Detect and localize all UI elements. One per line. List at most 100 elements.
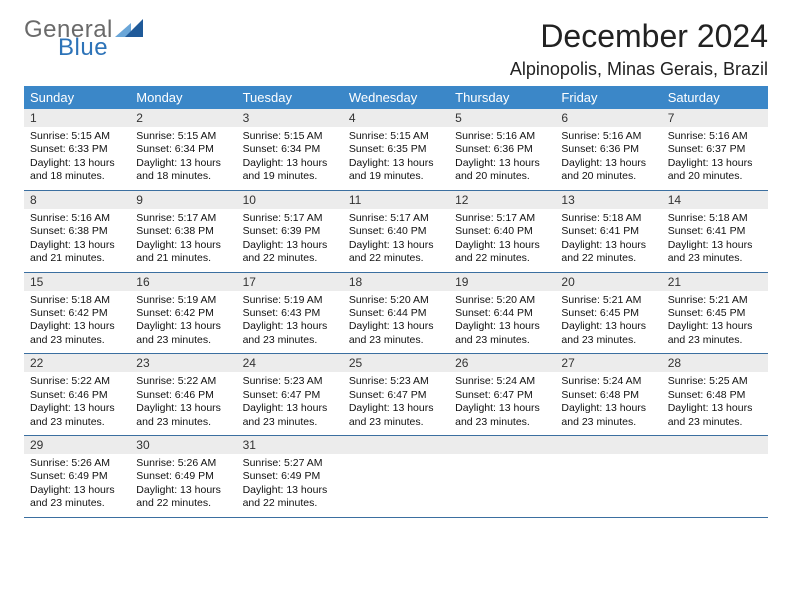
calendar-cell: 2Sunrise: 5:15 AMSunset: 6:34 PMDaylight… [130,109,236,190]
day-body: Sunrise: 5:17 AMSunset: 6:40 PMDaylight:… [343,209,449,272]
calendar-cell: 16Sunrise: 5:19 AMSunset: 6:42 PMDayligh… [130,273,236,354]
day-number: 25 [343,354,449,372]
day-body: Sunrise: 5:17 AMSunset: 6:39 PMDaylight:… [237,209,343,272]
day-body: Sunrise: 5:21 AMSunset: 6:45 PMDaylight:… [555,291,661,354]
sunrise-line: Sunrise: 5:16 AM [30,212,124,225]
day-number: 20 [555,273,661,291]
day-number: 29 [24,436,130,454]
calendar-grid: Sunday Monday Tuesday Wednesday Thursday… [24,86,768,518]
sunrise-line: Sunrise: 5:24 AM [561,375,655,388]
day-body: Sunrise: 5:16 AMSunset: 6:38 PMDaylight:… [24,209,130,272]
day-body [343,454,449,512]
sunset-line: Sunset: 6:33 PM [30,143,124,156]
daylight-line: Daylight: 13 hours and 22 minutes. [455,239,549,266]
sunset-line: Sunset: 6:36 PM [455,143,549,156]
day-number [343,436,449,454]
calendar-cell: 15Sunrise: 5:18 AMSunset: 6:42 PMDayligh… [24,273,130,354]
day-body: Sunrise: 5:27 AMSunset: 6:49 PMDaylight:… [237,454,343,517]
weekday-header: Thursday [449,86,555,109]
sunrise-line: Sunrise: 5:15 AM [349,130,443,143]
weekday-header-row: Sunday Monday Tuesday Wednesday Thursday… [24,86,768,109]
sunset-line: Sunset: 6:38 PM [30,225,124,238]
sunset-line: Sunset: 6:41 PM [668,225,762,238]
daylight-line: Daylight: 13 hours and 23 minutes. [30,402,124,429]
daylight-line: Daylight: 13 hours and 23 minutes. [136,320,230,347]
day-number: 6 [555,109,661,127]
sunset-line: Sunset: 6:42 PM [30,307,124,320]
day-body: Sunrise: 5:18 AMSunset: 6:41 PMDaylight:… [662,209,768,272]
sunset-line: Sunset: 6:34 PM [136,143,230,156]
day-body: Sunrise: 5:22 AMSunset: 6:46 PMDaylight:… [24,372,130,435]
location-subtitle: Alpinopolis, Minas Gerais, Brazil [510,59,768,80]
daylight-line: Daylight: 13 hours and 23 minutes. [561,402,655,429]
day-number: 2 [130,109,236,127]
weekday-header: Saturday [662,86,768,109]
daylight-line: Daylight: 13 hours and 22 minutes. [349,239,443,266]
day-body: Sunrise: 5:24 AMSunset: 6:47 PMDaylight:… [449,372,555,435]
sunset-line: Sunset: 6:49 PM [136,470,230,483]
sunset-line: Sunset: 6:38 PM [136,225,230,238]
daylight-line: Daylight: 13 hours and 23 minutes. [455,320,549,347]
day-number: 4 [343,109,449,127]
daylight-line: Daylight: 13 hours and 23 minutes. [668,402,762,429]
day-body: Sunrise: 5:19 AMSunset: 6:43 PMDaylight:… [237,291,343,354]
calendar-cell: 17Sunrise: 5:19 AMSunset: 6:43 PMDayligh… [237,273,343,354]
sunset-line: Sunset: 6:40 PM [349,225,443,238]
daylight-line: Daylight: 13 hours and 18 minutes. [30,157,124,184]
day-number: 18 [343,273,449,291]
calendar-week-row: 15Sunrise: 5:18 AMSunset: 6:42 PMDayligh… [24,273,768,355]
calendar-cell: 18Sunrise: 5:20 AMSunset: 6:44 PMDayligh… [343,273,449,354]
calendar-cell: 19Sunrise: 5:20 AMSunset: 6:44 PMDayligh… [449,273,555,354]
daylight-line: Daylight: 13 hours and 23 minutes. [136,402,230,429]
sunset-line: Sunset: 6:48 PM [561,389,655,402]
day-body: Sunrise: 5:15 AMSunset: 6:35 PMDaylight:… [343,127,449,190]
weekday-header: Wednesday [343,86,449,109]
day-number: 16 [130,273,236,291]
sunrise-line: Sunrise: 5:23 AM [243,375,337,388]
sunset-line: Sunset: 6:46 PM [30,389,124,402]
calendar-cell: 27Sunrise: 5:24 AMSunset: 6:48 PMDayligh… [555,354,661,435]
daylight-line: Daylight: 13 hours and 22 minutes. [243,239,337,266]
day-body: Sunrise: 5:20 AMSunset: 6:44 PMDaylight:… [449,291,555,354]
daylight-line: Daylight: 13 hours and 23 minutes. [668,239,762,266]
calendar-cell: 26Sunrise: 5:24 AMSunset: 6:47 PMDayligh… [449,354,555,435]
day-body: Sunrise: 5:24 AMSunset: 6:48 PMDaylight:… [555,372,661,435]
daylight-line: Daylight: 13 hours and 18 minutes. [136,157,230,184]
day-number: 13 [555,191,661,209]
calendar-cell: 4Sunrise: 5:15 AMSunset: 6:35 PMDaylight… [343,109,449,190]
sunset-line: Sunset: 6:46 PM [136,389,230,402]
sunset-line: Sunset: 6:34 PM [243,143,337,156]
sunrise-line: Sunrise: 5:16 AM [668,130,762,143]
sunrise-line: Sunrise: 5:17 AM [349,212,443,225]
calendar-cell: 29Sunrise: 5:26 AMSunset: 6:49 PMDayligh… [24,436,130,517]
sunset-line: Sunset: 6:49 PM [30,470,124,483]
day-body: Sunrise: 5:26 AMSunset: 6:49 PMDaylight:… [130,454,236,517]
day-number: 24 [237,354,343,372]
day-number: 15 [24,273,130,291]
weekday-header: Sunday [24,86,130,109]
day-body: Sunrise: 5:16 AMSunset: 6:37 PMDaylight:… [662,127,768,190]
day-body: Sunrise: 5:18 AMSunset: 6:42 PMDaylight:… [24,291,130,354]
sunset-line: Sunset: 6:47 PM [455,389,549,402]
sunrise-line: Sunrise: 5:17 AM [243,212,337,225]
day-number: 10 [237,191,343,209]
daylight-line: Daylight: 13 hours and 22 minutes. [561,239,655,266]
daylight-line: Daylight: 13 hours and 20 minutes. [668,157,762,184]
daylight-line: Daylight: 13 hours and 23 minutes. [349,402,443,429]
calendar-cell: 20Sunrise: 5:21 AMSunset: 6:45 PMDayligh… [555,273,661,354]
day-number: 26 [449,354,555,372]
calendar-cell [555,436,661,517]
sunset-line: Sunset: 6:43 PM [243,307,337,320]
calendar-cell: 13Sunrise: 5:18 AMSunset: 6:41 PMDayligh… [555,191,661,272]
calendar-cell: 23Sunrise: 5:22 AMSunset: 6:46 PMDayligh… [130,354,236,435]
day-number: 8 [24,191,130,209]
sunset-line: Sunset: 6:39 PM [243,225,337,238]
sunrise-line: Sunrise: 5:20 AM [349,294,443,307]
sunset-line: Sunset: 6:45 PM [668,307,762,320]
day-body [662,454,768,512]
sunset-line: Sunset: 6:47 PM [243,389,337,402]
sunrise-line: Sunrise: 5:22 AM [136,375,230,388]
day-number: 5 [449,109,555,127]
day-body: Sunrise: 5:15 AMSunset: 6:34 PMDaylight:… [237,127,343,190]
sunrise-line: Sunrise: 5:15 AM [30,130,124,143]
